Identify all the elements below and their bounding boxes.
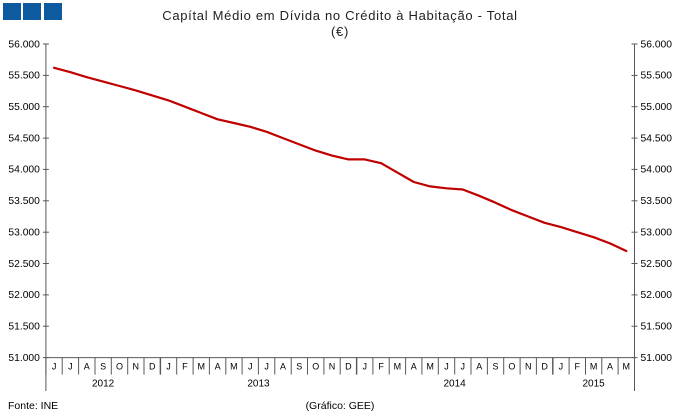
svg-text:55.000: 55.000 xyxy=(641,102,673,113)
svg-text:A: A xyxy=(607,362,613,372)
svg-text:M: M xyxy=(623,362,631,372)
svg-text:A: A xyxy=(411,362,417,372)
svg-text:O: O xyxy=(508,362,515,372)
svg-text:2014: 2014 xyxy=(443,379,466,390)
svg-text:52.000: 52.000 xyxy=(8,290,40,301)
svg-text:53.000: 53.000 xyxy=(8,228,40,239)
svg-text:56.000: 56.000 xyxy=(641,39,673,50)
svg-text:51.500: 51.500 xyxy=(8,322,40,333)
svg-text:J: J xyxy=(444,362,449,372)
svg-text:D: D xyxy=(541,362,548,372)
svg-text:J: J xyxy=(559,362,564,372)
svg-text:53.000: 53.000 xyxy=(641,228,673,239)
svg-text:J: J xyxy=(166,362,171,372)
svg-text:S: S xyxy=(100,362,106,372)
svg-text:51.000: 51.000 xyxy=(641,353,673,364)
svg-text:M: M xyxy=(230,362,238,372)
svg-text:F: F xyxy=(182,362,188,372)
svg-text:N: N xyxy=(329,362,336,372)
svg-text:A: A xyxy=(280,362,286,372)
svg-text:2012: 2012 xyxy=(92,379,115,390)
svg-text:2013: 2013 xyxy=(247,379,270,390)
svg-text:O: O xyxy=(312,362,319,372)
svg-text:54.500: 54.500 xyxy=(641,133,673,144)
svg-text:O: O xyxy=(116,362,123,372)
svg-text:A: A xyxy=(215,362,221,372)
svg-text:53.500: 53.500 xyxy=(8,196,40,207)
svg-text:A: A xyxy=(476,362,482,372)
svg-text:F: F xyxy=(575,362,581,372)
svg-text:54.500: 54.500 xyxy=(8,133,40,144)
svg-text:52.000: 52.000 xyxy=(641,290,673,301)
svg-text:S: S xyxy=(296,362,302,372)
svg-text:S: S xyxy=(492,362,498,372)
svg-text:55.500: 55.500 xyxy=(8,71,40,82)
svg-text:54.000: 54.000 xyxy=(8,165,40,176)
svg-text:M: M xyxy=(394,362,402,372)
svg-text:53.500: 53.500 xyxy=(641,196,673,207)
svg-text:55.000: 55.000 xyxy=(8,102,40,113)
svg-text:J: J xyxy=(248,362,253,372)
svg-text:52.500: 52.500 xyxy=(641,259,673,270)
svg-text:N: N xyxy=(133,362,140,372)
svg-text:D: D xyxy=(149,362,156,372)
svg-text:M: M xyxy=(426,362,434,372)
svg-text:F: F xyxy=(378,362,384,372)
svg-text:J: J xyxy=(68,362,73,372)
svg-text:55.500: 55.500 xyxy=(641,71,673,82)
svg-text:54.000: 54.000 xyxy=(641,165,673,176)
svg-text:51.500: 51.500 xyxy=(641,322,673,333)
svg-text:N: N xyxy=(525,362,532,372)
svg-text:J: J xyxy=(362,362,367,372)
svg-text:51.000: 51.000 xyxy=(8,353,40,364)
svg-text:2015: 2015 xyxy=(582,379,605,390)
svg-text:J: J xyxy=(264,362,269,372)
svg-text:M: M xyxy=(590,362,598,372)
svg-text:M: M xyxy=(197,362,205,372)
svg-text:J: J xyxy=(52,362,57,372)
svg-text:D: D xyxy=(345,362,352,372)
svg-text:56.000: 56.000 xyxy=(8,39,40,50)
svg-text:A: A xyxy=(84,362,90,372)
svg-text:52.500: 52.500 xyxy=(8,259,40,270)
svg-text:J: J xyxy=(461,362,466,372)
